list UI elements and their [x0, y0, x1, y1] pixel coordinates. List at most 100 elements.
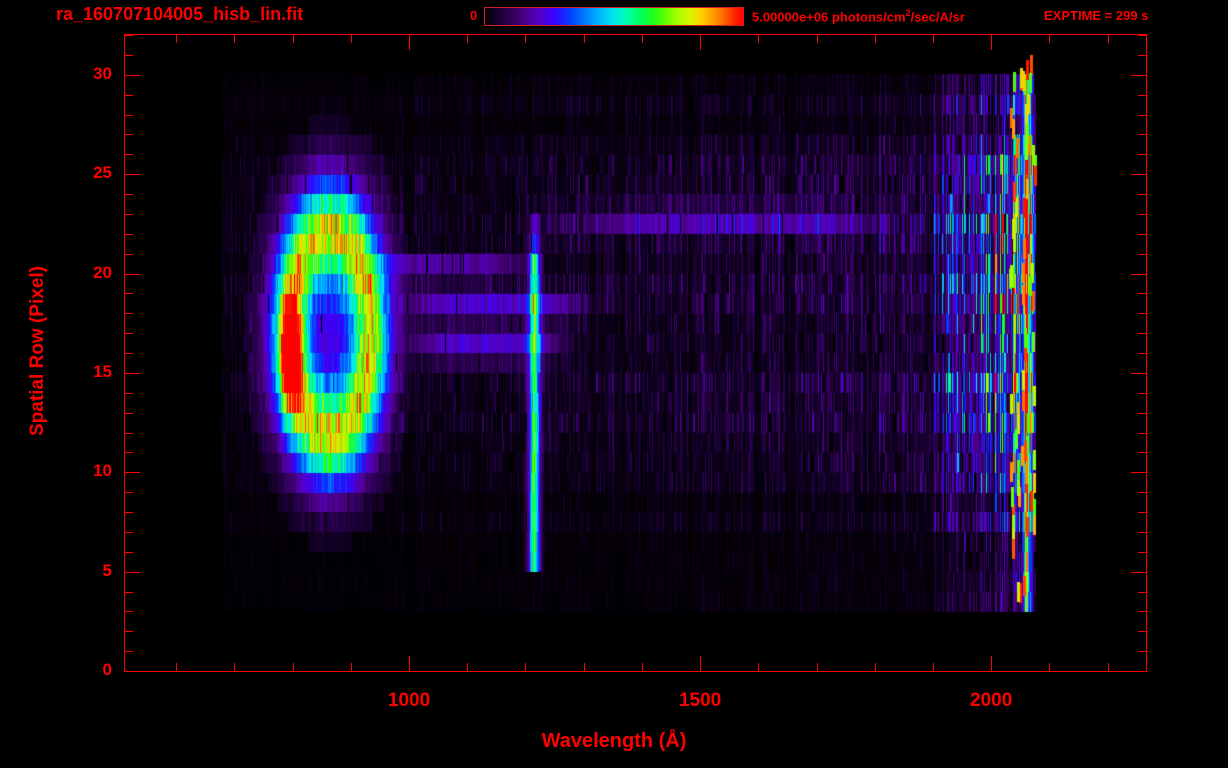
y-tick-right-27 [1138, 134, 1147, 135]
y-tick-right-28 [1138, 115, 1147, 116]
x-tick-1300 [584, 663, 585, 672]
colorbar-max-value: 5.00000e+06 photons/cm [752, 9, 906, 25]
y-tick-29 [124, 95, 133, 96]
y-tick-25 [124, 174, 140, 175]
viewer-header: ra_160707104005_hisb_lin.fit 0 5.00000e+… [0, 0, 1228, 32]
y-tick-right-2 [1138, 631, 1147, 632]
colorbar-gradient [484, 7, 744, 26]
plot-frame [124, 34, 1147, 672]
x-tick-top-1300 [584, 34, 585, 43]
y-tick-11 [124, 452, 133, 453]
x-tick-600 [176, 663, 177, 672]
y-tick-4 [124, 592, 133, 593]
y-tick-16 [124, 353, 133, 354]
y-tick-label-10: 10 [93, 461, 112, 481]
x-tick-top-1500 [700, 34, 701, 50]
y-axis-title: Spatial Row (Pixel) [27, 266, 48, 436]
y-tick-26 [124, 154, 133, 155]
x-tick-2000 [991, 656, 992, 672]
colorbar-units-exponent: 2 [905, 8, 911, 18]
x-tick-1500 [700, 656, 701, 672]
y-tick-right-9 [1138, 492, 1147, 493]
x-tick-top-2100 [1049, 34, 1050, 43]
x-tick-top-1100 [467, 34, 468, 43]
y-tick-right-31 [1138, 55, 1147, 56]
x-tick-1200 [525, 663, 526, 672]
y-tick-13 [124, 413, 133, 414]
y-tick-right-5 [1131, 572, 1147, 573]
x-tick-top-1700 [817, 34, 818, 43]
x-tick-label-2000: 2000 [970, 690, 1013, 711]
x-tick-top-700 [234, 34, 235, 43]
y-tick-right-3 [1138, 611, 1147, 612]
y-tick-right-0 [1131, 671, 1147, 672]
x-tick-top-1400 [642, 34, 643, 43]
x-tick-1400 [642, 663, 643, 672]
y-tick-right-8 [1138, 512, 1147, 513]
x-tick-top-1800 [875, 34, 876, 43]
y-tick-20 [124, 274, 140, 275]
x-tick-top-800 [293, 34, 294, 43]
colorbar-min-label: 0 [470, 8, 478, 23]
y-tick-1 [124, 651, 133, 652]
y-tick-10 [124, 472, 140, 473]
y-tick-right-20 [1131, 274, 1147, 275]
y-tick-right-17 [1138, 333, 1147, 334]
y-tick-14 [124, 393, 133, 394]
y-tick-right-13 [1138, 413, 1147, 414]
y-tick-label-30: 30 [93, 63, 112, 83]
x-tick-1800 [875, 663, 876, 672]
y-tick-23 [124, 214, 133, 215]
x-tick-2200 [1108, 663, 1109, 672]
y-tick-right-4 [1138, 592, 1147, 593]
y-tick-right-32 [1138, 35, 1147, 36]
y-tick-right-11 [1138, 452, 1147, 453]
y-tick-8 [124, 512, 133, 513]
y-tick-7 [124, 532, 133, 533]
y-tick-31 [124, 55, 133, 56]
x-tick-800 [293, 663, 294, 672]
x-tick-label-1000: 1000 [387, 690, 431, 711]
y-tick-6 [124, 552, 133, 553]
y-tick-right-22 [1138, 234, 1147, 235]
x-tick-top-1600 [758, 34, 759, 43]
y-tick-right-23 [1138, 214, 1147, 215]
x-tick-1900 [933, 663, 934, 672]
x-tick-1700 [817, 663, 818, 672]
y-tick-27 [124, 134, 133, 135]
y-tick-18 [124, 313, 133, 314]
x-tick-1600 [758, 663, 759, 672]
x-axis-title: Wavelength (Å) [541, 730, 687, 752]
x-tick-label-1500: 1500 [678, 690, 722, 711]
y-tick-9 [124, 492, 133, 493]
y-tick-right-10 [1131, 472, 1147, 473]
y-tick-label-15: 15 [93, 361, 112, 381]
y-tick-3 [124, 611, 133, 612]
y-tick-right-15 [1131, 373, 1147, 374]
x-tick-top-2000 [991, 34, 992, 50]
x-tick-1000 [409, 656, 410, 672]
file-title: ra_160707104005_hisb_lin.fit [56, 4, 304, 24]
y-tick-right-7 [1138, 532, 1147, 533]
y-tick-right-29 [1138, 95, 1147, 96]
y-tick-22 [124, 234, 133, 235]
y-tick-30 [124, 75, 140, 76]
y-tick-12 [124, 433, 133, 434]
y-tick-15 [124, 373, 140, 374]
y-tick-right-18 [1138, 313, 1147, 314]
y-tick-right-25 [1131, 174, 1147, 175]
y-tick-right-6 [1138, 552, 1147, 553]
spectrogram-heatmap [125, 35, 1146, 671]
y-tick-32 [124, 35, 133, 36]
y-tick-right-1 [1138, 651, 1147, 652]
y-tick-right-16 [1138, 353, 1147, 354]
y-tick-19 [124, 293, 133, 294]
x-tick-top-1900 [933, 34, 934, 43]
x-tick-top-1000 [409, 34, 410, 50]
x-tick-top-2200 [1108, 34, 1109, 43]
y-tick-label-5: 5 [102, 560, 112, 580]
y-tick-0 [124, 671, 140, 672]
y-tick-right-30 [1131, 75, 1147, 76]
x-tick-1100 [467, 663, 468, 672]
